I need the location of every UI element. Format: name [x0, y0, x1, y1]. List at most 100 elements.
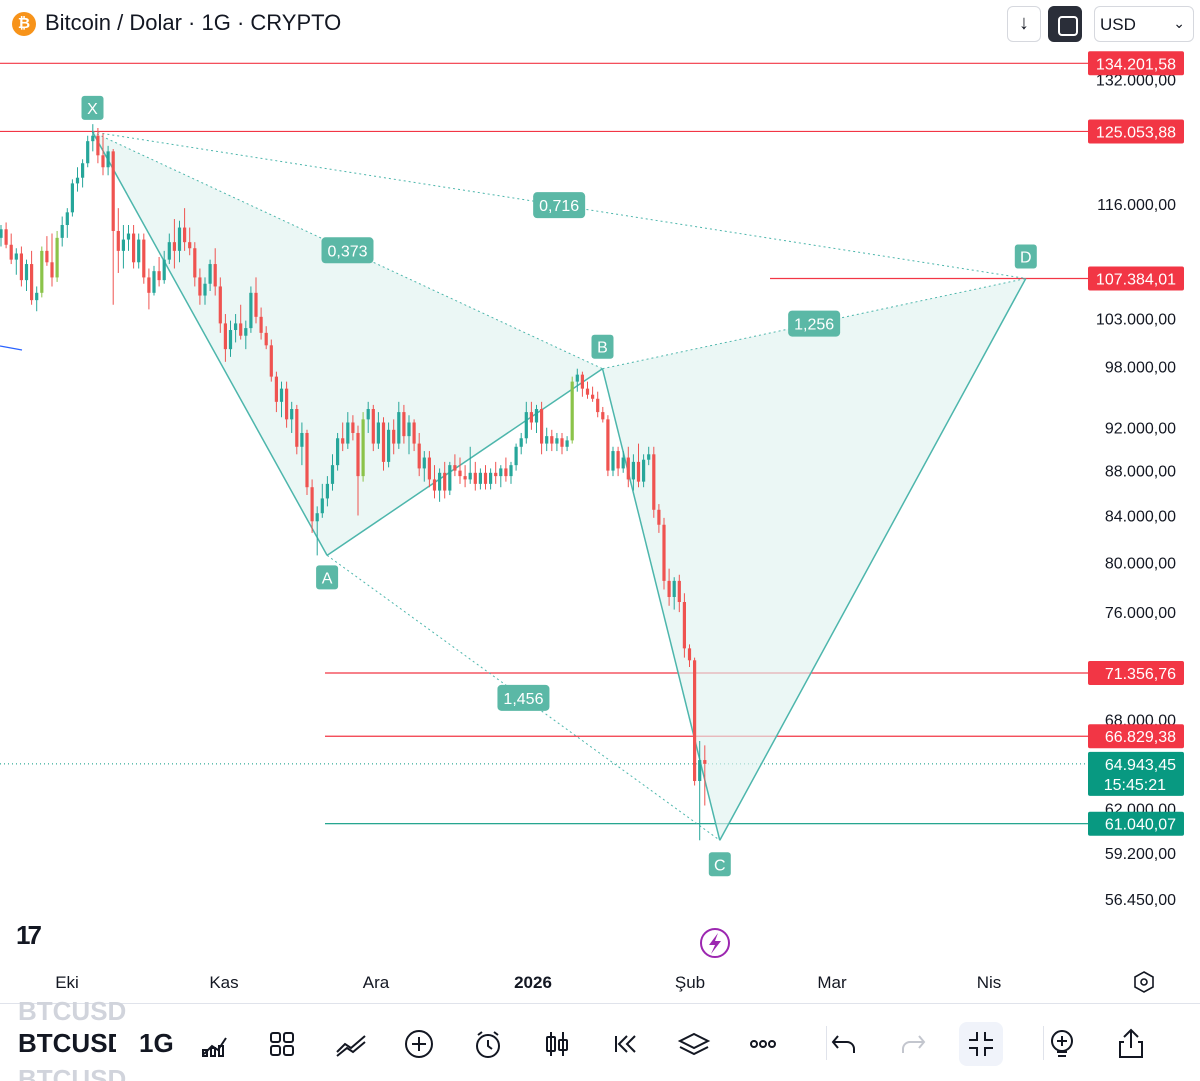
price-tick-label: 132.000,00 — [1096, 72, 1176, 89]
candle-body — [560, 438, 564, 447]
lightning-icon — [700, 928, 730, 958]
candle-body — [647, 454, 651, 460]
candle-body — [591, 394, 595, 399]
candle-body — [290, 409, 294, 420]
candle-body — [30, 264, 34, 301]
fullscreen-exit-icon[interactable] — [959, 1022, 1003, 1066]
candle-body — [91, 135, 95, 142]
candle-body — [463, 476, 467, 480]
candle-body — [636, 461, 641, 482]
pattern-ratio-label: 1,256 — [794, 317, 834, 334]
candle-body — [693, 660, 697, 782]
add-icon[interactable] — [397, 1022, 441, 1066]
candles-icon[interactable] — [535, 1022, 579, 1066]
time-axis: Eki Kas Ara 2026 Şub Mar Nis — [55, 971, 1154, 993]
candle-body — [468, 472, 472, 480]
symbol-selector[interactable]: BTCUSD — [18, 1028, 116, 1058]
time-axis-label: Eki — [55, 973, 79, 992]
price-level-label: 61.040,07 — [1105, 817, 1176, 834]
candle-body — [162, 259, 166, 281]
price-level-label: 71.356,76 — [1105, 666, 1176, 683]
pattern-leg-ab — [326, 368, 603, 557]
candle-body — [96, 135, 100, 156]
candle-body — [336, 438, 340, 466]
lightning-icon-glyph — [709, 933, 721, 954]
alert-icon[interactable] — [466, 1022, 510, 1066]
candle-body — [60, 225, 64, 238]
candle-body — [366, 409, 370, 420]
share-icon[interactable] — [1109, 1022, 1153, 1066]
candle-body — [596, 398, 600, 413]
candle-body — [14, 253, 18, 260]
current-price-badge — [1088, 751, 1184, 796]
candle-body — [417, 443, 421, 469]
pattern-point-label: B — [597, 340, 608, 357]
candle-body — [101, 155, 105, 168]
candle-body — [330, 465, 335, 484]
candle-body — [269, 345, 273, 377]
candle-body — [351, 422, 355, 433]
candle-body — [9, 244, 13, 260]
toolbar-separator — [826, 1026, 827, 1060]
fullscreen-icon[interactable] — [1048, 6, 1082, 42]
drawing-icon[interactable] — [329, 1022, 373, 1066]
candle-body — [264, 332, 268, 346]
candle-body — [239, 323, 243, 336]
symbol-title[interactable]: Bitcoin / Dolar · 1G · CRYPTO — [45, 10, 342, 35]
layouts-icon[interactable] — [260, 1022, 304, 1066]
arrow-down-icon[interactable] — [1007, 6, 1041, 42]
undo-icon[interactable] — [822, 1022, 866, 1066]
candle-body — [223, 323, 227, 350]
candle-body — [244, 328, 248, 336]
more-icon[interactable] — [741, 1022, 785, 1066]
candle-body — [157, 271, 161, 281]
pattern-ratio-label: 1,456 — [503, 691, 543, 708]
price-tick-label: 80.000,00 — [1105, 556, 1176, 573]
candle-body — [504, 468, 508, 477]
price-tick-label: 56.450,00 — [1105, 892, 1176, 909]
layers-icon[interactable] — [672, 1022, 716, 1066]
currency-select[interactable]: USD ⌄ — [1094, 6, 1194, 42]
toolbar-separator — [1043, 1026, 1044, 1060]
pattern-triangle-xab — [92, 131, 603, 556]
candle-body — [106, 151, 110, 168]
pattern-leg-cd — [719, 278, 1027, 841]
replay-icon[interactable] — [603, 1022, 647, 1066]
price-level-label: 134.201,58 — [1096, 56, 1176, 73]
candle-body — [320, 498, 324, 514]
lightbulb-icon[interactable] — [1040, 1022, 1084, 1066]
candle-body — [703, 760, 707, 764]
redo-icon[interactable] — [891, 1022, 935, 1066]
candle-body — [310, 487, 314, 522]
price-level-badge — [1088, 51, 1184, 76]
bar-countdown-label: 15:45:21 — [1104, 777, 1166, 794]
candle-body — [448, 465, 452, 491]
candle-body — [315, 513, 319, 522]
price-chart[interactable]: X A B C D 0,373 0,716 1,256 1,456 132.000,00 116.… — [0, 50, 1200, 1000]
chevron-down-icon: ⌄ — [1173, 15, 1185, 31]
candle-body — [45, 250, 49, 263]
time-axis-label: Nis — [977, 973, 1002, 992]
candle-body — [392, 429, 396, 444]
candle-body — [203, 283, 207, 296]
pattern-ratio-label: 0,716 — [539, 198, 579, 215]
candle-body — [305, 432, 309, 488]
candle-body — [575, 374, 579, 382]
candle-body — [438, 472, 442, 491]
indicators-icon[interactable] — [192, 1022, 236, 1066]
timeframe-selector[interactable]: 1G — [139, 1028, 174, 1058]
candle-body — [111, 151, 115, 231]
candle-body — [234, 323, 238, 331]
candle-body — [407, 422, 411, 437]
candle-body — [672, 580, 676, 597]
candle-body — [274, 376, 278, 402]
candle-body — [667, 580, 671, 597]
candle-body — [172, 242, 176, 251]
candle-body — [65, 212, 69, 226]
candle-body — [152, 271, 156, 293]
candle-body — [285, 388, 289, 420]
candle-body — [631, 461, 635, 480]
candle-body — [432, 479, 437, 491]
candle-body — [662, 524, 666, 581]
candle-body — [325, 483, 329, 499]
